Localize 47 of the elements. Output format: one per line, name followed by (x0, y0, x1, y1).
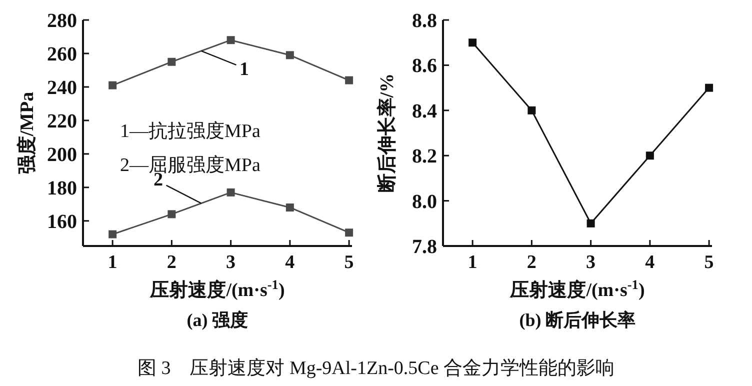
point (286, 203, 294, 212)
y-tick-label: 240 (47, 76, 77, 99)
annotation: 1—抗拉强度MPa (120, 120, 261, 142)
y-tick-label: 8.2 (412, 146, 437, 168)
x-tick-label: 5 (344, 252, 354, 273)
series-label: 1 (239, 58, 249, 80)
y-tick-label: 260 (47, 43, 77, 66)
point (168, 210, 176, 218)
point (168, 58, 176, 66)
x-tick-label: 2 (166, 252, 176, 273)
point (286, 51, 294, 60)
point (646, 152, 654, 160)
caption: 图 3 压射速度对 Mg-9Al-1Zn-0.5Ce 合金力学性能的影响 (137, 357, 615, 379)
point (108, 81, 117, 90)
y-tick-label: 220 (47, 110, 77, 132)
point (705, 84, 714, 92)
point (345, 228, 354, 237)
y-tick-label: 280 (47, 10, 77, 32)
x-tick-label: 4 (285, 252, 296, 273)
text: (a) 强度 (186, 310, 248, 330)
text: (b) 断后伸长率 (519, 310, 636, 330)
x-tick-label: 1 (468, 252, 478, 273)
y-axis-title: 强度/MPa (16, 91, 38, 174)
point (345, 76, 354, 84)
x-tick-label: 5 (704, 252, 714, 273)
y-tick-label: 8.0 (412, 190, 437, 213)
y-tick-label: 200 (47, 144, 77, 166)
y-tick-label: 8.8 (412, 10, 437, 32)
y-tick-label: 180 (47, 177, 77, 200)
x-tick-label: 4 (645, 252, 656, 273)
x-tick-label: 1 (108, 252, 118, 273)
x-tick-label: 2 (526, 252, 536, 273)
point (586, 219, 595, 228)
point (528, 106, 536, 114)
y-tick-label: 160 (47, 210, 77, 233)
y-tick-label: 8.6 (412, 55, 437, 78)
x-axis-title: 压射速度/(m·s$^{-1}$) (509, 276, 645, 301)
point (226, 36, 235, 44)
x-axis-title: 压射速度/(m·s$^{-1}$) (149, 276, 285, 301)
x-tick-label: 3 (226, 252, 236, 273)
x-tick-label: 3 (586, 252, 596, 273)
point (226, 188, 235, 196)
y-tick-label: 7.8 (412, 236, 437, 258)
point (108, 230, 117, 238)
y-tick-label: 8.4 (412, 100, 437, 122)
point (468, 38, 477, 47)
y-axis-title: 断后伸长率/% (376, 73, 398, 193)
